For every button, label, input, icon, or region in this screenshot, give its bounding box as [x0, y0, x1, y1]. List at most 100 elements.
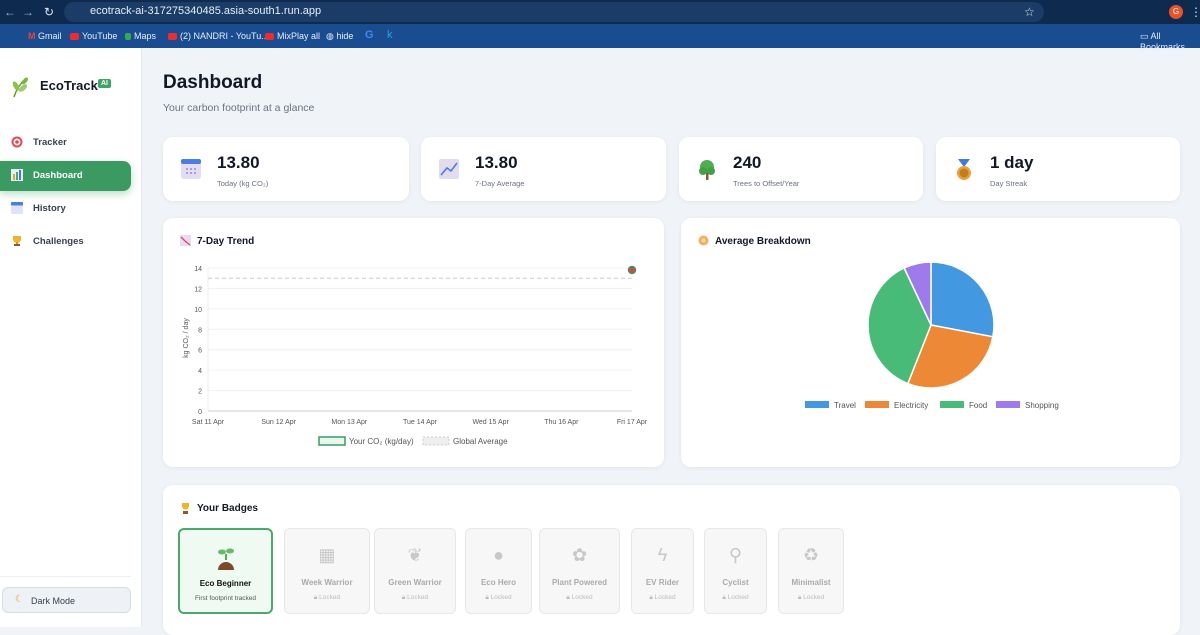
brand-name: EcoTrack: [40, 78, 98, 93]
legend-label: Electricity: [894, 401, 928, 410]
dark-mode-toggle[interactable]: ☾ Dark Mode: [2, 587, 131, 613]
bookmark-gmail[interactable]: M Gmail: [28, 31, 62, 41]
pie-chart: Travel Electricity Food Shopping: [805, 261, 1059, 410]
sprout-icon: [217, 548, 234, 570]
chart-title: 7-Day Trend: [197, 236, 255, 247]
lock-icon: 🔒︎: [797, 594, 804, 601]
badge-name: Plant Powered: [551, 578, 608, 587]
badge-status: 🔒︎ Locked: [313, 594, 341, 601]
stat-value: 13.80: [475, 153, 518, 172]
bar-chart-icon: [11, 169, 23, 181]
moon-icon: ☾: [15, 594, 24, 605]
stat-card-average: 13.80 7-Day Average: [421, 137, 666, 201]
badge-status: 🔒︎ Locked: [797, 594, 825, 601]
lock-icon: 🔒︎: [722, 594, 728, 601]
legend-swatch: [865, 401, 889, 408]
bookmark-nandri[interactable]: (2) NANDRI - YouTu...: [168, 31, 269, 41]
sidebar-item-label: Dashboard: [33, 170, 83, 181]
badge-status: 🔒︎ Locked: [401, 594, 429, 601]
chart-icon: [439, 159, 459, 179]
trophy-icon: [182, 503, 189, 514]
bookmark-hide[interactable]: ◍ hide: [326, 31, 354, 41]
badge-plant-powered[interactable]: ✿ Plant Powered 🔒︎ Locked: [539, 528, 620, 614]
back-icon[interactable]: ←: [4, 5, 16, 19]
page-subtitle: Your carbon footprint at a glance: [163, 102, 315, 114]
sidebar-item-challenges[interactable]: Challenges: [0, 227, 131, 257]
sidebar-item-tracker[interactable]: Tracker: [0, 128, 131, 158]
star-icon[interactable]: ☆: [1024, 5, 1035, 19]
browser-toolbar: ← → ↻ ecotrack-ai-317275340485.asia-sout…: [0, 0, 1200, 24]
trend-chart-card: 7-Day Trend 0 2 4 6 8 10 12 14 Sat 11 Apr Sun 12 …: [163, 218, 664, 467]
lightning-icon: ϟ: [657, 545, 668, 565]
badge-minimalist[interactable]: ♻ Minimalist 🔒︎ Locked: [778, 528, 844, 614]
y-tick-label: 2: [198, 389, 202, 396]
stat-value: 240: [733, 153, 762, 172]
reload-icon[interactable]: ↻: [44, 5, 55, 19]
badge-week-warrior[interactable]: ▦ Week Warrior 🔒︎ Locked: [284, 528, 370, 614]
x-tick-label: Tue 14 Apr: [403, 419, 438, 426]
trend-down-icon: [180, 235, 191, 246]
sidebar-item-dashboard[interactable]: Dashboard: [0, 161, 131, 191]
y-tick-label: 4: [198, 368, 202, 375]
forward-icon[interactable]: →: [22, 5, 34, 19]
bookmark-google[interactable]: G: [365, 29, 374, 41]
y-tick-label: 0: [198, 409, 202, 416]
medal-icon: [957, 159, 971, 180]
bookmark-k[interactable]: k: [387, 29, 393, 41]
legend-swatch: [996, 401, 1020, 408]
badge-name: Cyclist: [722, 578, 749, 587]
donut-icon: [698, 235, 709, 246]
address-bar[interactable]: ecotrack-ai-317275340485.asia-south1.run…: [64, 2, 1044, 22]
bookmark-mixplay[interactable]: MixPlay all: [265, 31, 320, 41]
stat-label: 7-Day Average: [475, 179, 525, 188]
tree-icon: [699, 160, 715, 180]
badge-name: EV Rider: [645, 578, 680, 587]
badge-green-warrior[interactable]: ❦ Green Warrior 🔒︎ Locked: [374, 528, 456, 614]
sidebar-item-label: Tracker: [33, 137, 67, 148]
badge-status: 🔒︎ Locked: [485, 594, 512, 601]
legend-label: Food: [969, 401, 987, 410]
y-tick-label: 12: [194, 286, 202, 293]
y-tick-label: 6: [198, 348, 202, 355]
profile-avatar[interactable]: G: [1169, 5, 1183, 19]
badge-eco-hero[interactable]: ● Eco Hero 🔒︎ Locked: [465, 528, 532, 614]
all-bookmarks[interactable]: ▭ All Bookmarks: [1140, 31, 1186, 52]
sidebar-item-label: History: [33, 203, 66, 214]
badge-eco-beginner[interactable]: Eco Beginner First footprint tracked: [178, 528, 273, 614]
stat-value: 13.80: [217, 153, 260, 172]
broccoli-icon: ✿: [571, 545, 588, 565]
sidebar: EcoTrack AI Tracker Dashboard History Ch…: [0, 48, 142, 627]
badge-ev-rider[interactable]: ϟ EV Rider 🔒︎ Locked: [631, 528, 694, 614]
y-tick-label: 8: [198, 327, 202, 334]
stat-label: Trees to Offset/Year: [733, 179, 800, 188]
pie-slice-travel: [930, 261, 995, 338]
trend-chart: 0 2 4 6 8 10 12 14 Sat 11 Apr Sun 12 Apr Mon 13 Ap…: [183, 265, 648, 446]
badge-name: Week Warrior: [301, 578, 353, 587]
sidebar-item-history[interactable]: History: [0, 194, 131, 224]
lock-icon: 🔒︎: [313, 594, 320, 601]
target-icon: [11, 136, 23, 148]
legend-label: Travel: [834, 401, 856, 410]
lock-icon: 🔒︎: [401, 594, 408, 601]
breakdown-chart-card: Average Breakdown Travel Electricity Food S…: [681, 218, 1180, 467]
pie-slice-food: [867, 266, 932, 385]
legend-swatch-global-average: [422, 436, 450, 446]
badge-name: Eco Hero: [480, 578, 517, 587]
y-tick-label: 14: [194, 266, 202, 273]
calendar-icon: [11, 202, 23, 214]
ai-badge: AI: [98, 79, 111, 88]
bookmark-youtube[interactable]: YouTube: [70, 31, 117, 41]
stat-card-today: 13.80 Today (kg CO₂): [163, 137, 409, 201]
pie-slice-shopping: [903, 261, 932, 326]
stat-label: Day Streak: [990, 179, 1028, 188]
badge-cyclist[interactable]: ⚲ Cyclist 🔒︎ Locked: [704, 528, 767, 614]
chart-title: Average Breakdown: [715, 236, 811, 247]
leaf-icon: ❦: [407, 545, 423, 565]
legend-label: Your CO₂ (kg/day): [349, 437, 414, 446]
menu-icon[interactable]: ⋮: [1190, 5, 1200, 19]
pie-slice-electricity: [906, 324, 994, 389]
bookmarks-bar: M Gmail YouTube Maps (2) NANDRI - YouTu.…: [0, 24, 1200, 52]
dark-mode-label: Dark Mode: [31, 596, 76, 606]
y-tick-label: 10: [194, 307, 202, 314]
bookmark-maps[interactable]: Maps: [125, 31, 156, 41]
